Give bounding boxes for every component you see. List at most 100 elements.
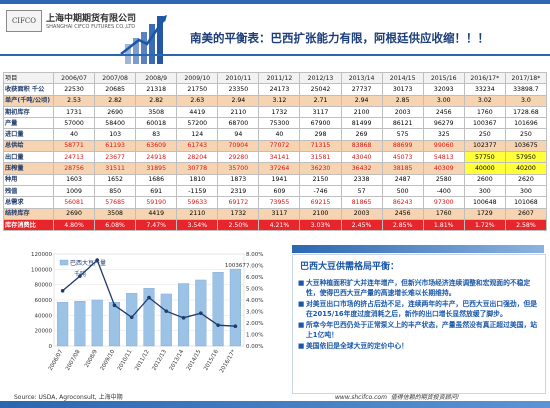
table-cell: 3.03% [299, 218, 342, 232]
source-note: Source: USDA, Agroconsult, 上海中期 [14, 394, 123, 401]
table-row: 库存消费比 4.80% 6.08% 7.47% 3.54% 2.50% 4.21% 3.03%… [3, 218, 548, 232]
x-tick-label: 2013/14 [169, 349, 186, 372]
line-point [216, 323, 220, 327]
table-cell: 30778 [176, 162, 219, 175]
top-strip [0, 0, 550, 4]
line-point [233, 324, 238, 329]
table-cell: 2.85 [381, 94, 424, 107]
line-point [112, 303, 117, 308]
title-divider [0, 54, 550, 56]
table-cell: 23350 [217, 83, 260, 96]
column-header: 2016/17* [463, 71, 506, 85]
table-cell: 97300 [422, 196, 465, 209]
x-tick-label: 2010/11 [117, 349, 134, 372]
table-cell: 102377 [463, 139, 506, 153]
column-header: 2008/9 [135, 71, 178, 85]
table-cell: 22530 [52, 83, 96, 96]
y-tick-left: 40000 [35, 313, 53, 319]
table-cell: 2456 [381, 207, 424, 220]
table-cell: 1729 [463, 207, 506, 220]
table-cell: 24918 [135, 151, 178, 164]
table-cell: 2003 [340, 207, 383, 220]
table-cell: 4419 [176, 105, 219, 119]
table-cell: 300 [504, 184, 548, 198]
table-cell: 32093 [422, 83, 465, 96]
table-cell: 4.21% [258, 218, 301, 232]
analysis-panel [292, 254, 546, 394]
table-cell: 57685 [94, 196, 137, 209]
table-cell: 23677 [94, 151, 137, 164]
line-point [60, 289, 65, 293]
table-cell: 81865 [340, 196, 383, 209]
table-cell: 3508 [135, 105, 178, 119]
table-cell: 2607 [504, 207, 548, 220]
table-cell: 59633 [176, 196, 219, 209]
table-cell: 2338 [340, 173, 383, 186]
y-tick-right: 1.00% [246, 333, 263, 339]
table-cell: 2110 [176, 207, 219, 220]
line-point [129, 315, 134, 320]
row-label: 残值 [3, 184, 54, 198]
table-cell: 70904 [217, 139, 260, 153]
table-cell: 94 [217, 128, 260, 141]
table-cell: 2690 [52, 207, 96, 220]
table-cell: 850 [94, 184, 137, 198]
table-cell: -400 [422, 184, 465, 198]
y-tick-right: 8.00% [246, 252, 263, 258]
table-cell: 609 [258, 184, 301, 198]
line-point [95, 258, 99, 262]
x-tick-label: 2009/10 [100, 349, 117, 372]
row-label: 收获面积 千公 [3, 83, 54, 96]
table-cell: 2.45% [340, 218, 383, 232]
table-cell: 6.08% [94, 218, 137, 232]
x-tick-label: 2012/13 [151, 349, 168, 372]
footer-bar [0, 401, 550, 408]
line-point [181, 316, 186, 320]
table-cell: 86243 [381, 196, 424, 209]
table-cell: 99060 [422, 139, 465, 153]
table-cell: 45073 [381, 151, 424, 164]
column-header: 2013/14 [340, 71, 383, 85]
table-cell: 100367 [463, 117, 506, 130]
table-cell: 69215 [299, 196, 342, 209]
table-cell: 250 [504, 128, 548, 141]
table-cell: 1810 [176, 173, 219, 186]
table-cell: 28204 [176, 151, 219, 164]
table-cell: 691 [135, 184, 178, 198]
x-tick-label: 2007/08 [65, 349, 82, 372]
chart-bar [229, 268, 241, 347]
table-cell: 4419 [135, 207, 178, 220]
table-cell: 67900 [299, 117, 342, 130]
table-cell: 2150 [299, 173, 342, 186]
table-cell: 2003 [381, 105, 424, 119]
production-chart: 0 20000 40000 60000 80000 100000 120000 0.00% 1.… [31, 252, 263, 374]
table-row: 收获面积 千公 22530 20685 21318 21750 23350 24173 250… [3, 83, 548, 96]
column-header: 项目 [3, 71, 54, 85]
table-cell: 61743 [176, 139, 219, 153]
company-name-cn: 上海中期期货有限公司 [46, 14, 137, 24]
list-item: ■ 大豆种植面积扩大并连年增产，但新兴市场经济连续调整和宏观面的不稳定性，使得巴西… [298, 279, 531, 297]
data-label: 100367 [225, 263, 246, 269]
table-cell: 20685 [94, 83, 137, 96]
list-item: ■ 美国依旧是全球大豆的定价中心！ [298, 342, 408, 350]
y-tick-right: 5.00% [246, 287, 263, 293]
table-cell: 31511 [94, 162, 137, 175]
logo-mark: CIFCO [6, 10, 42, 32]
table-cell: 2580 [422, 173, 465, 186]
table-cell: 124 [176, 128, 219, 141]
company-logo: CIFCO 上海中期期货有限公司 SHANGHAI CIFCO FUTURES … [6, 10, 166, 48]
chart-bar [177, 283, 190, 347]
row-label: 出口量 [3, 151, 54, 164]
table-cell: 59190 [135, 196, 178, 209]
table-cell: 56081 [52, 196, 96, 209]
bullet-icon: ■ [298, 279, 305, 287]
table-cell: 2.82 [135, 94, 178, 107]
table-cell: 269 [340, 128, 383, 141]
table-row: 期初库存 1731 2690 3508 4419 2110 1732 3117 2100 2003… [3, 105, 548, 119]
table-cell: 58771 [52, 139, 96, 153]
table-cell: 100648 [463, 196, 506, 209]
table-cell: 1731 [52, 105, 96, 119]
line-point [199, 311, 203, 316]
chart-bar [160, 293, 172, 347]
table-cell: 40200 [504, 162, 548, 175]
